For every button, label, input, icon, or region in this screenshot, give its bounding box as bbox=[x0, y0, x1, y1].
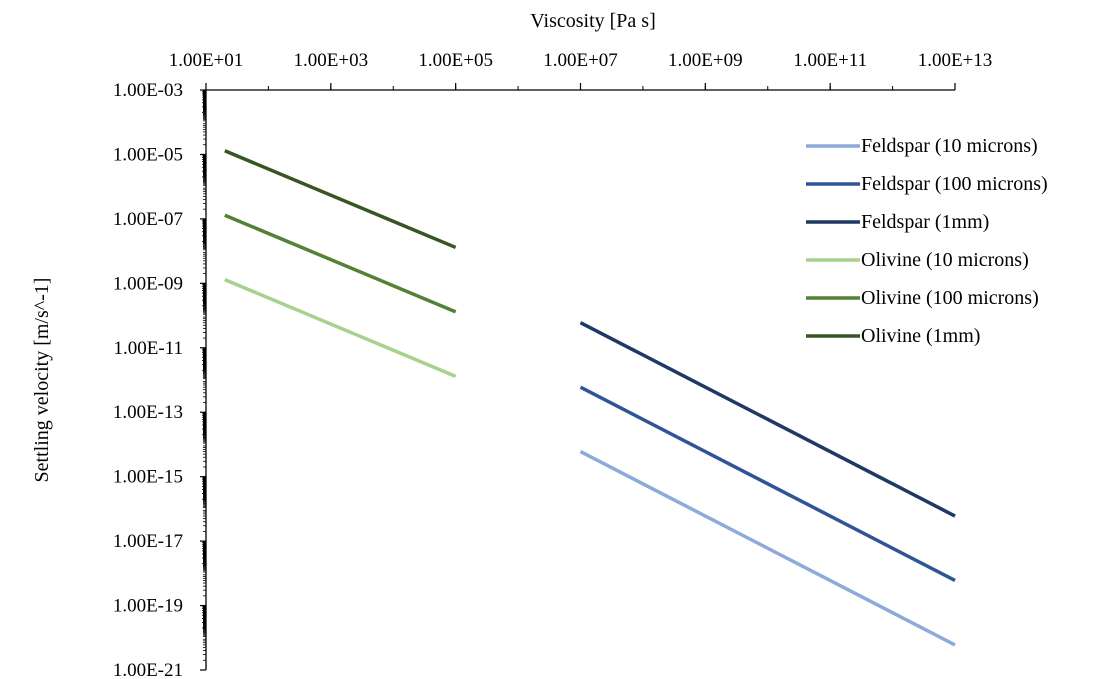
x-tick-label: 1.00E+11 bbox=[793, 50, 867, 71]
y-tick-label: 1.00E-09 bbox=[113, 273, 183, 294]
series-lines bbox=[224, 149, 956, 647]
series-line-feldspar-100-microns bbox=[579, 385, 956, 583]
y-tick-label: 1.00E-17 bbox=[113, 531, 183, 552]
x-tick-label: 1.00E+07 bbox=[543, 50, 618, 71]
y-tick-label: 1.00E-19 bbox=[113, 596, 183, 617]
y-tick-label: 1.00E-13 bbox=[113, 402, 183, 423]
series-line-olivine-10-microns bbox=[224, 278, 457, 378]
legend: Feldspar (10 microns) Feldspar (100 micro… bbox=[806, 135, 1048, 347]
x-tick-label: 1.00E+13 bbox=[918, 50, 993, 71]
series-line-olivine-100-microns bbox=[224, 213, 457, 314]
x-tick-label: 1.00E+09 bbox=[668, 50, 743, 71]
y-axis-title: Settling velocity [m/s^-1] bbox=[31, 278, 53, 483]
y-tick-label: 1.00E-03 bbox=[113, 80, 183, 101]
legend-label-olivine-10-microns: Olivine (10 microns) bbox=[861, 249, 1029, 271]
series-line-olivine-1mm bbox=[224, 149, 457, 250]
legend-label-olivine-1mm: Olivine (1mm) bbox=[861, 325, 980, 347]
series-line-feldspar-10-microns bbox=[579, 450, 956, 647]
y-tick-label: 1.00E-05 bbox=[113, 144, 183, 165]
y-tick-label: 1.00E-11 bbox=[114, 338, 183, 359]
y-tick-label: 1.00E-07 bbox=[113, 209, 183, 230]
legend-label-feldspar-1mm: Feldspar (1mm) bbox=[861, 211, 989, 233]
x-tick-label: 1.00E+05 bbox=[418, 50, 493, 71]
legend-label-feldspar-100-microns: Feldspar (100 microns) bbox=[861, 173, 1048, 195]
series-line-feldspar-1mm bbox=[579, 321, 956, 518]
x-tick-label: 1.00E+03 bbox=[294, 50, 369, 71]
x-axis-title: Viscosity [Pa s] bbox=[530, 10, 655, 32]
legend-label-feldspar-10-microns: Feldspar (10 microns) bbox=[861, 135, 1038, 157]
legend-label-olivine-100-microns: Olivine (100 microns) bbox=[861, 287, 1039, 309]
y-axis-ticks: 1.00E-03 1.00E-05 1.00E-07 1.00E-09 1.00E-11… bbox=[113, 80, 206, 679]
x-tick-label: 1.00E+01 bbox=[169, 50, 244, 71]
y-tick-label: 1.00E-21 bbox=[113, 660, 183, 679]
y-tick-label: 1.00E-15 bbox=[113, 467, 183, 488]
x-axis-ticks: 1.00E+01 1.00E+03 1.00E+05 1.00E+07 1.00E+09… bbox=[169, 50, 993, 90]
